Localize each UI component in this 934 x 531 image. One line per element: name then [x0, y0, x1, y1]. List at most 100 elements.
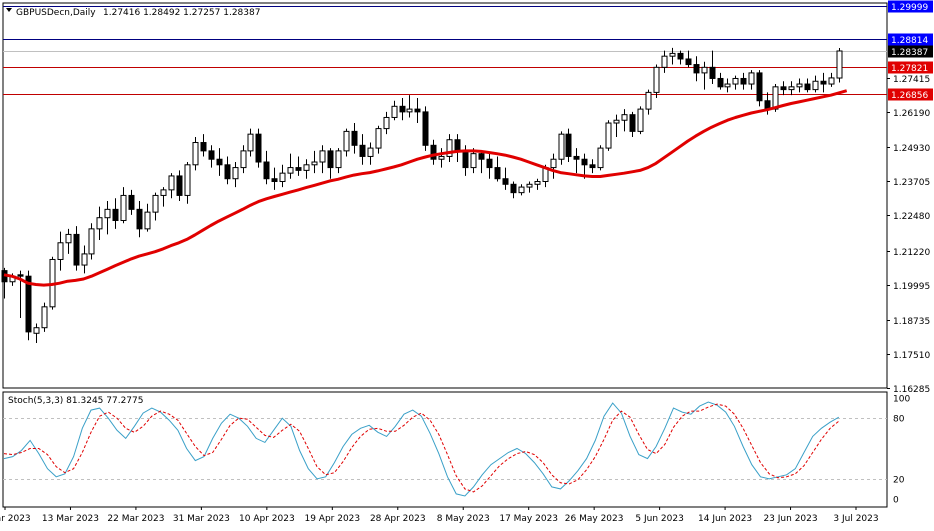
candle-body-bear [677, 52, 684, 60]
level-label-1.26856: 1.26856 [888, 88, 933, 101]
candle [669, 47, 676, 65]
y-tick-label: 1.26190 [893, 109, 930, 119]
candle [319, 145, 326, 174]
candle-body-bull [613, 119, 620, 124]
candle [247, 128, 254, 157]
main-panel-frame [2, 2, 888, 389]
candle-body-bull [701, 66, 708, 74]
candle-body-bear [224, 164, 231, 180]
candle [359, 134, 366, 165]
level-label-text: 1.28814 [891, 36, 928, 46]
level-label-text: 1.27821 [891, 64, 928, 74]
candle [327, 148, 334, 179]
candle [33, 323, 40, 344]
candle [311, 150, 318, 174]
candle-body-bull [160, 189, 167, 196]
x-axis: 3 Mar 2023 13 Mar 2023 22 Mar 2023 31 Mar 2… [0, 507, 879, 524]
candle [224, 156, 231, 185]
candle [208, 145, 215, 168]
candle-body-bull [279, 172, 286, 183]
candle-body-bull [184, 164, 191, 196]
candle [104, 201, 111, 235]
x-tick-label: 22 Mar 2023 [107, 514, 164, 524]
x-tick-label: 31 Mar 2023 [173, 514, 230, 524]
candle-body-bull [470, 153, 477, 169]
candle [836, 48, 843, 83]
candle [637, 106, 644, 135]
candle-body-bull [65, 233, 72, 244]
candle-body-bull [534, 181, 541, 185]
candle-body-bear [263, 161, 270, 180]
candle-body-bear [780, 86, 787, 91]
level-label-box [888, 45, 933, 58]
candle-body-bear [820, 80, 827, 85]
chart-header: GBPUSDecn,Daily 1.27416 1.28492 1.27257 … [6, 8, 260, 18]
candle-body-bull [724, 83, 731, 88]
candle [184, 162, 191, 204]
candle [430, 139, 437, 165]
level-label-box [888, 61, 933, 74]
candle-body-bull [597, 147, 604, 169]
candle-body-bull [57, 242, 64, 260]
level-label-text: 1.28387 [891, 48, 928, 58]
candle-body-bull [81, 253, 88, 266]
candle-body-bear [422, 111, 429, 146]
candle-body-bear [128, 194, 135, 210]
candle-body-bull [391, 105, 398, 118]
candle-body-bull [120, 194, 127, 221]
candle [494, 156, 501, 182]
y-tick-label: 1.18735 [893, 317, 930, 327]
candle [446, 134, 453, 163]
candle-body-bear [740, 77, 747, 85]
candle [502, 167, 509, 190]
candle [518, 184, 525, 196]
candle-body-bull [653, 66, 660, 93]
candle-body-bear [136, 208, 143, 230]
candle [573, 148, 580, 174]
level-label-1.28387: 1.28387 [888, 45, 933, 58]
candle [534, 178, 541, 190]
candle [717, 72, 724, 90]
candle [526, 181, 533, 193]
candle [295, 156, 302, 176]
stoch-main-line [3, 401, 840, 497]
candle [391, 100, 398, 121]
candle-body-bear [629, 114, 636, 132]
candle-body-bull [812, 80, 819, 91]
candle-body-bear [709, 66, 716, 79]
candle [168, 173, 175, 199]
y-tick-label: 1.21220 [893, 248, 930, 258]
level-label-box [888, 88, 933, 101]
candle [820, 72, 827, 93]
candle-body-bull [558, 133, 565, 160]
candle [438, 148, 445, 168]
candle [804, 78, 811, 93]
dropdown-triangle-icon[interactable] [6, 8, 12, 12]
candle-body-bull [287, 167, 294, 174]
candle-body-bull [303, 164, 310, 171]
candle-body-bear [462, 150, 469, 169]
candle-body-bull [526, 183, 533, 188]
candle-body-bull [796, 83, 803, 88]
candle-body-bear [399, 105, 406, 113]
candle-body-bear [685, 58, 692, 66]
candle-body-bear [73, 233, 80, 266]
candle-body-bear [112, 208, 119, 221]
candle-body-bull [144, 211, 151, 230]
candle [550, 153, 557, 179]
candle-body-bull [446, 139, 453, 157]
candle [192, 136, 199, 171]
candle [367, 142, 374, 165]
level-label-box [888, 0, 933, 13]
stoch-axis-label: 100 [893, 395, 910, 405]
candle [73, 226, 80, 271]
candle [589, 159, 596, 174]
main-price-panel [1, 2, 888, 389]
x-tick-label: 28 Apr 2023 [370, 514, 426, 524]
indicator-header: Stoch(5,3,3) 81.3245 77.2775 [8, 396, 143, 406]
candle-body-bull [836, 50, 843, 79]
level-label-text: 1.29999 [891, 3, 928, 13]
candle [677, 50, 684, 65]
